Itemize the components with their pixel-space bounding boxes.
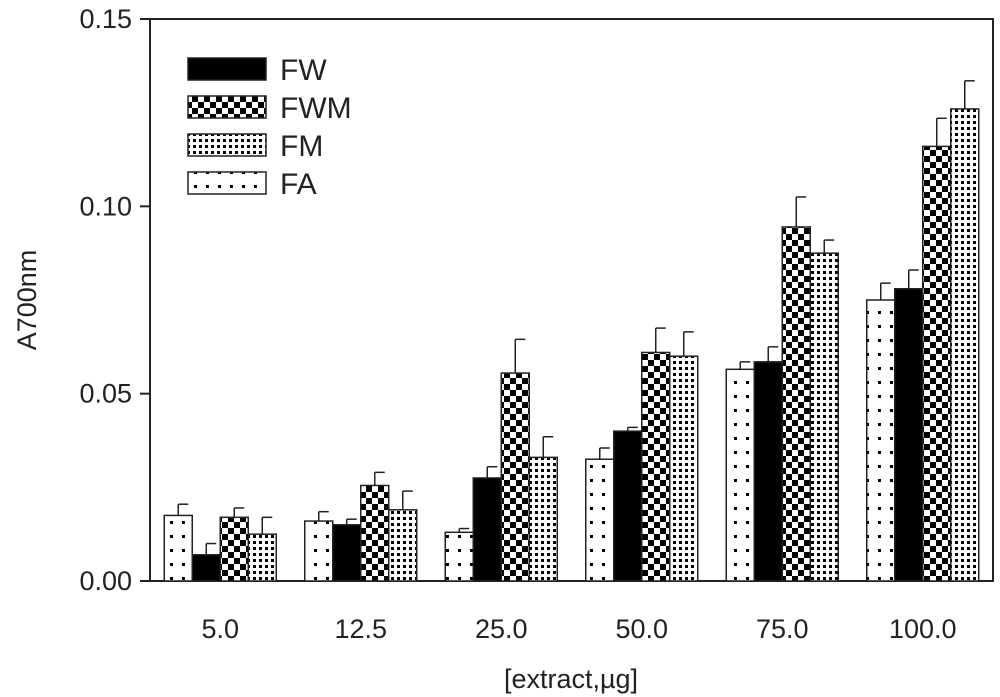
bar-fw [332,524,362,582]
plot-frame [149,18,994,582]
bar-fm [528,456,558,582]
legend-label-fw: FW [280,54,327,87]
legend-swatch-fa [187,171,267,195]
x-tick-label: 5.0 [201,614,239,644]
y-tick-label: 0.00 [79,566,132,596]
bar-fw [894,288,924,582]
bar-fw [472,477,502,582]
bar-fm [247,533,277,582]
bar-fwm [781,226,811,582]
legend-swatch-fwm [187,95,267,119]
bar-fa [725,368,755,582]
legend-label-fa: FA [280,168,317,201]
x-tick-label: 50.0 [615,614,668,644]
x-tick-label: 75.0 [756,614,809,644]
bar-fw [191,554,221,582]
bar-fwm [500,372,530,582]
bar-fm [950,108,980,582]
x-tick-label: 25.0 [475,614,528,644]
x-tick-label: 12.5 [334,614,387,644]
y-tick-label: 0.15 [79,4,132,34]
bar-fa [163,514,193,582]
x-axis: 5.0 12.5 25.0 50.0 75.0 100.0 [201,614,956,644]
legend-swatch-fm [187,133,267,157]
legend: FW FWM FM FA [187,54,352,201]
y-axis: 0.00 0.05 0.10 0.15 [79,4,150,596]
bar-fw [613,430,643,582]
bar-fa [585,458,615,582]
bar-fm [809,252,839,582]
bar-fw [753,361,783,582]
legend-swatch-fw [187,57,267,81]
bar-fm [669,355,699,582]
legend-label-fwm: FWM [280,92,352,125]
x-axis-title: [extract,µg] [504,664,638,694]
bars-layer [163,80,980,582]
bar-fm [388,509,418,582]
bar-fwm [922,145,952,582]
y-tick-label: 0.05 [79,379,132,409]
legend-label-fm: FM [280,130,323,163]
bar-fa [866,299,896,582]
bar-fa [444,531,474,582]
bar-fwm [360,484,390,582]
bar-fa [304,520,334,582]
bar-fwm [641,351,671,582]
x-tick-label: 100.0 [889,614,957,644]
y-tick-label: 0.10 [79,191,132,221]
bar-fwm [219,516,249,582]
y-axis-title: A700nm [12,250,42,351]
